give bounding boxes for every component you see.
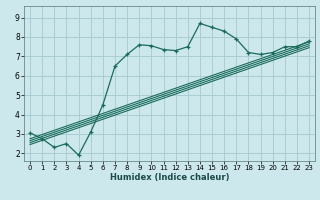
X-axis label: Humidex (Indice chaleur): Humidex (Indice chaleur) — [110, 173, 229, 182]
